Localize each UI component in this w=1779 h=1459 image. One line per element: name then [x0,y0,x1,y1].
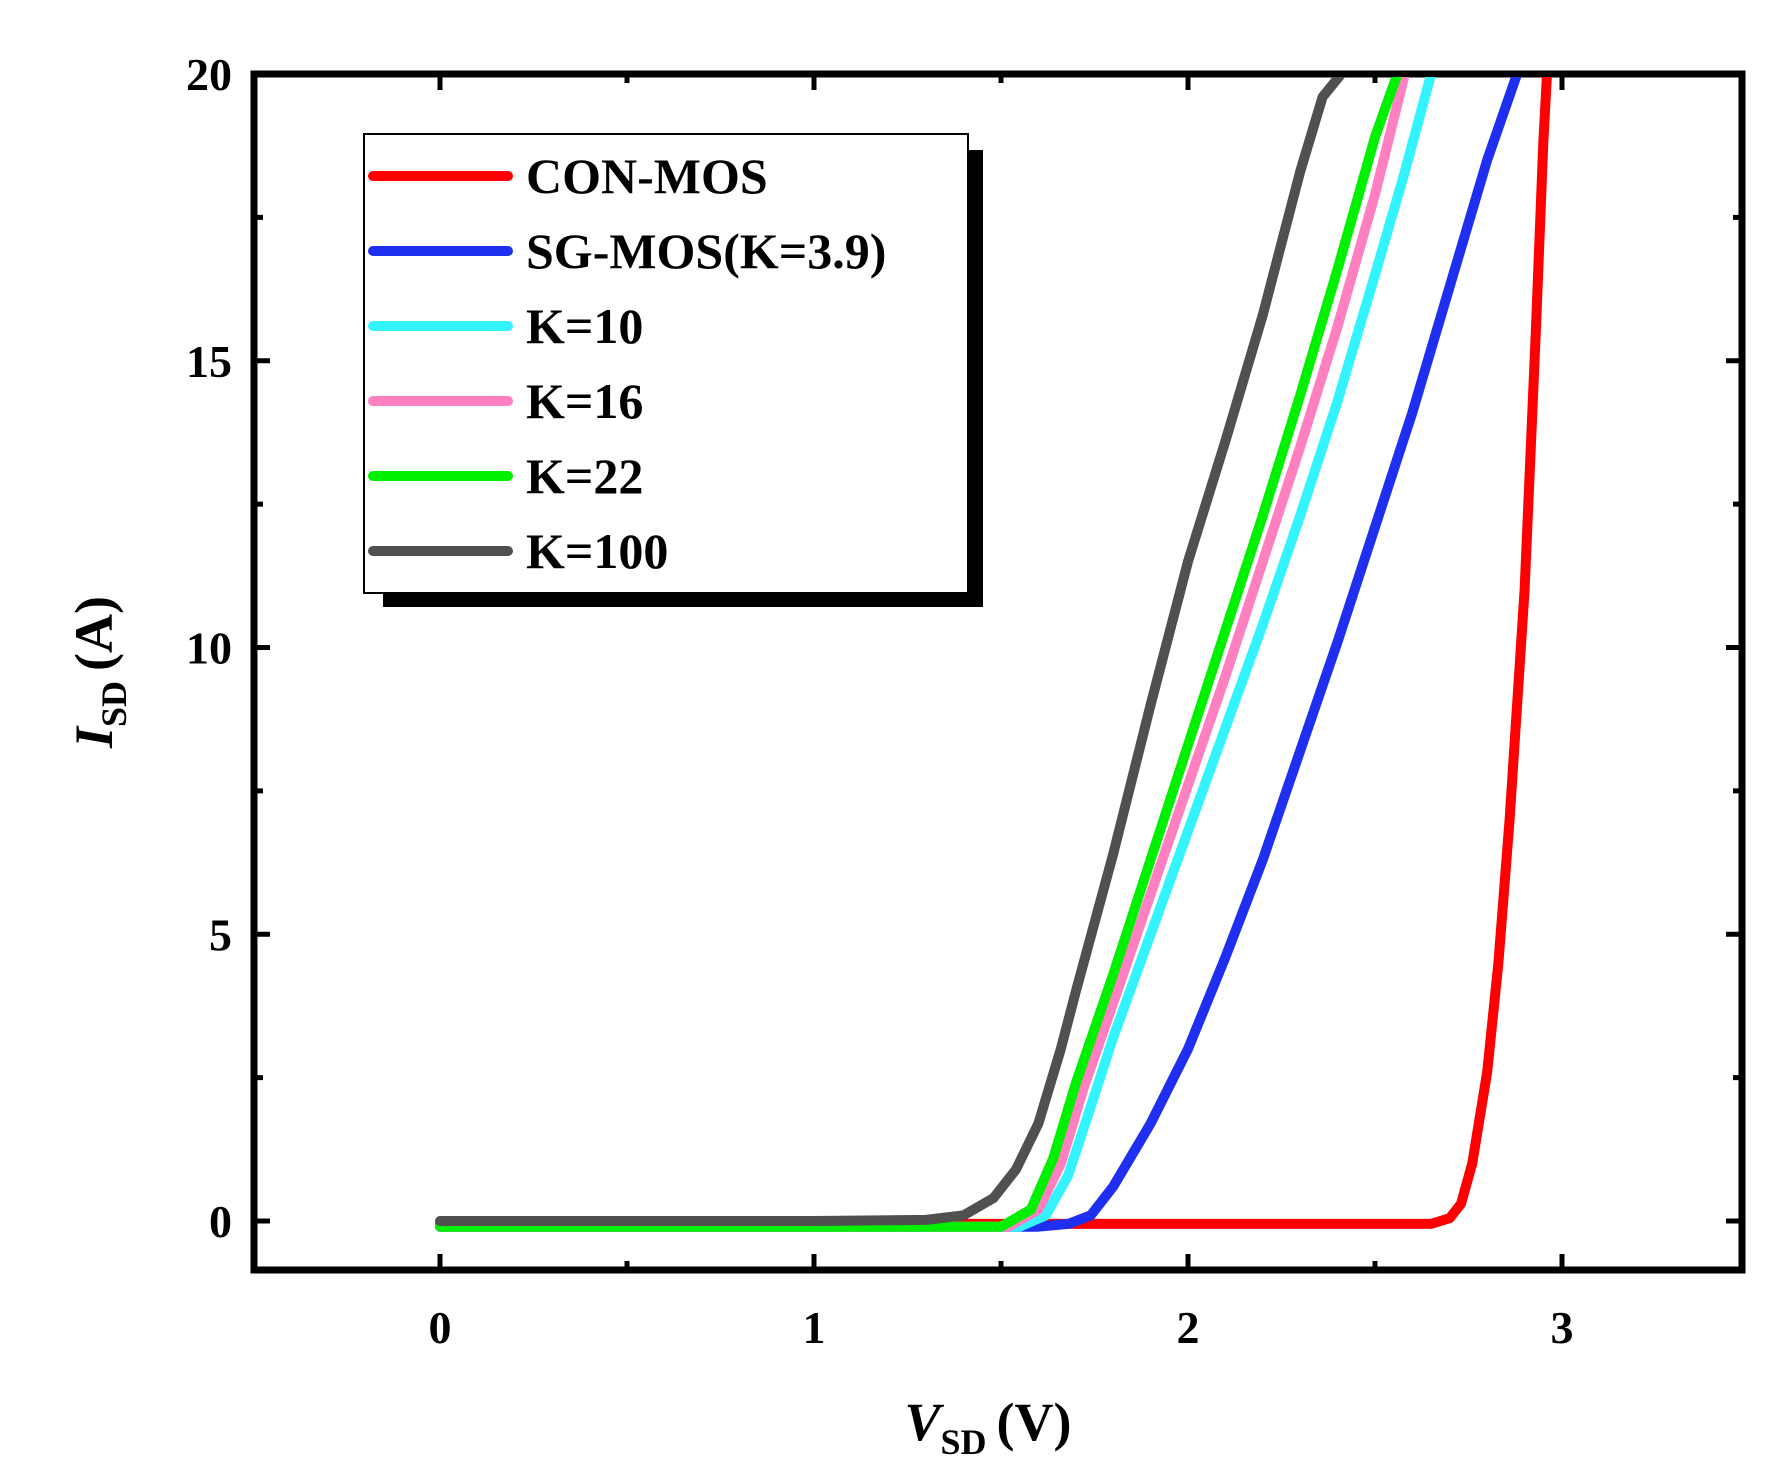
legend-label: K=10 [526,298,643,354]
x-axis-label: VSD (V) [904,1392,1071,1459]
x-tick-label: 0 [429,1302,452,1353]
plot-frame [250,70,1746,1274]
series-line [435,77,1522,1232]
axis-ticks [254,74,1742,1270]
legend-label: K=16 [526,373,643,429]
series-line [435,77,1552,1229]
y-tick-label: 10 [186,623,232,674]
legend-box [363,133,969,594]
series-line [435,77,1436,1232]
y-tick-label: 15 [186,336,232,387]
legend-label: CON-MOS [526,148,768,204]
y-tick-label: 5 [209,909,232,960]
x-tick-label: 2 [1177,1302,1200,1353]
legend-label: K=22 [526,448,643,504]
x-tick-labels: 0 1 2 3 [429,1302,1574,1353]
series-lines [435,77,1552,1232]
y-axis-label: ISD(A) [64,596,134,749]
legend-label: SG-MOS(K=3.9) [526,223,886,279]
x-tick-label: 1 [803,1302,826,1353]
series-line [435,77,1346,1226]
y-tick-labels: 0 5 10 15 20 [186,49,232,1247]
y-tick-label: 0 [209,1196,232,1247]
legend-label: K=100 [526,523,668,579]
series-line [435,77,1402,1232]
legend: CON-MOS SG-MOS(K=3.9) K=10 K=16 K=22 K=100 [363,133,983,607]
y-tick-label: 20 [186,49,232,100]
x-tick-label: 3 [1551,1302,1574,1353]
